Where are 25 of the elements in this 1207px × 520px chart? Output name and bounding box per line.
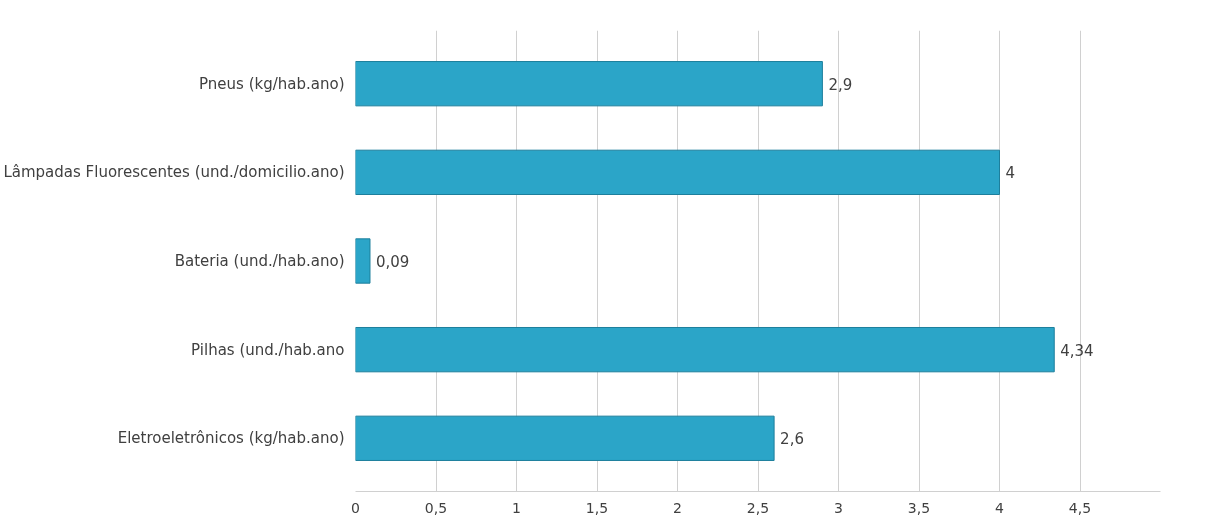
y-tick-label: Pneus (kg/hab.ano) bbox=[199, 74, 345, 93]
x-tick-label: 1,5 bbox=[585, 499, 609, 516]
data-label: 2,6 bbox=[780, 430, 804, 449]
data-label: 4 bbox=[1005, 164, 1016, 183]
x-tick-label: 3 bbox=[834, 499, 843, 516]
bar bbox=[355, 61, 823, 107]
y-tick-label: Lâmpadas Fluorescentes (und./domicilio.ano) bbox=[3, 163, 345, 182]
bar bbox=[355, 326, 1055, 373]
data-label: 4,34 bbox=[1060, 341, 1094, 360]
x-tick-label: 3,5 bbox=[907, 499, 931, 516]
x-tick-label: 1 bbox=[512, 499, 521, 516]
bar bbox=[355, 149, 1000, 196]
x-tick-label: 2 bbox=[673, 499, 682, 516]
y-tick-label: Eletroeletrônicos (kg/hab.ano) bbox=[117, 429, 345, 448]
data-label: 2,9 bbox=[828, 75, 853, 94]
y-tick-label: Bateria (und./hab.ano) bbox=[174, 252, 345, 270]
bar bbox=[355, 238, 371, 284]
x-tick-label: 4,5 bbox=[1068, 499, 1092, 516]
y-tick-label: Pilhas (und./hab.ano bbox=[191, 340, 345, 359]
x-tick-label: 0,5 bbox=[424, 499, 448, 516]
bar bbox=[355, 415, 775, 461]
data-label: 0,09 bbox=[375, 253, 410, 271]
x-tick-label: 4 bbox=[995, 499, 1005, 516]
x-tick-label: 0 bbox=[351, 499, 360, 516]
x-tick-label: 2,5 bbox=[746, 499, 770, 516]
